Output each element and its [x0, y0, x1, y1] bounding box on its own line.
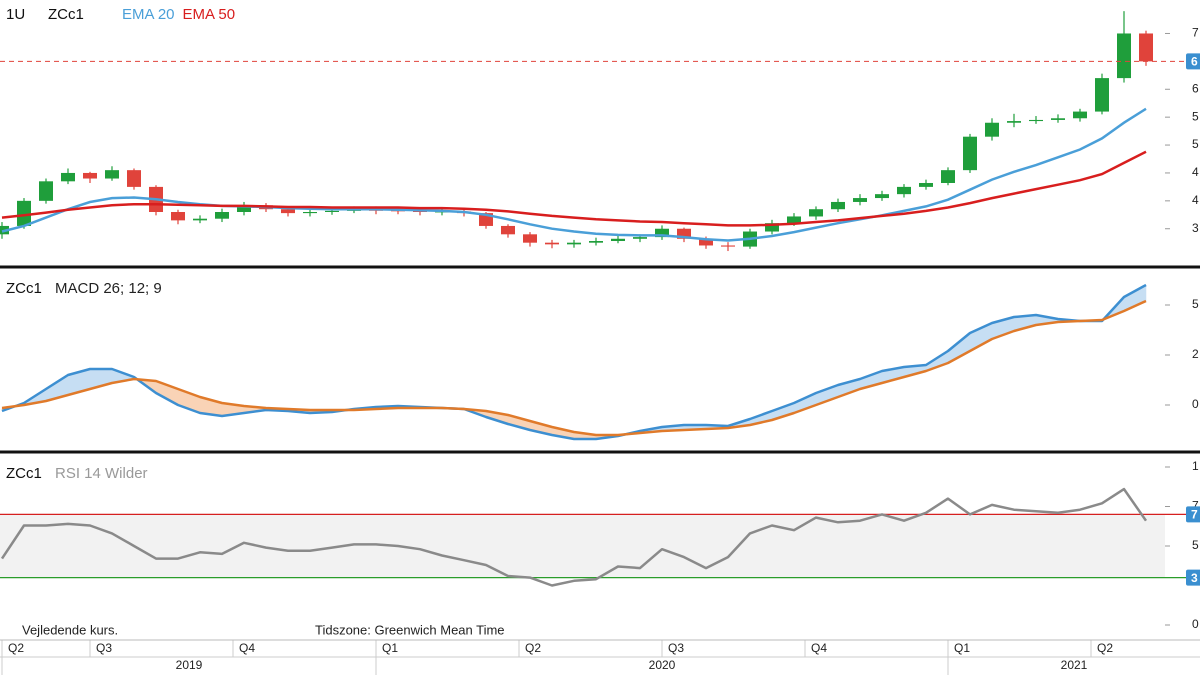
x-tick-label: Q2	[525, 641, 541, 655]
candle-body	[1051, 118, 1065, 120]
candle-body	[1117, 33, 1131, 79]
candle-body	[83, 172, 97, 179]
symbol-label: ZCc1	[48, 6, 84, 23]
year-label: 2020	[649, 658, 676, 672]
candle-body	[501, 225, 515, 235]
candle-body	[17, 200, 31, 226]
x-tick-label: Q4	[811, 641, 827, 655]
candle-body	[831, 201, 845, 210]
candle-body	[523, 234, 537, 243]
level-band	[0, 514, 1165, 578]
candle-body	[809, 209, 823, 217]
candle-body	[721, 245, 735, 247]
candle-body	[919, 182, 933, 187]
indicator-line	[1, 283, 1147, 441]
candle-body	[127, 170, 141, 187]
candle-body	[1029, 119, 1043, 122]
symbol-label: ZCc1	[6, 465, 42, 482]
year-label: 2021	[1061, 658, 1088, 672]
candle-body	[765, 223, 779, 232]
indicator-label: RSI 14 Wilder	[55, 465, 148, 482]
level-label: 7	[1191, 508, 1198, 522]
x-tick-label: Q3	[668, 641, 684, 655]
candle-body	[545, 242, 559, 245]
candle-body	[105, 170, 119, 179]
y-tick-label: 7	[1192, 26, 1199, 40]
x-tick-label: Q4	[239, 641, 255, 655]
ema-line	[1, 150, 1147, 227]
indicator-line	[0, 487, 1148, 587]
x-tick-label: Q3	[96, 641, 112, 655]
legend-entry: EMA 50	[183, 6, 236, 23]
y-tick-label: 2	[1192, 347, 1199, 361]
y-tick-label: 5	[1192, 297, 1199, 311]
y-tick-label: 5	[1192, 109, 1199, 123]
candle-body	[589, 241, 603, 243]
ema-line	[1, 107, 1147, 242]
y-tick-label: 4	[1192, 193, 1199, 207]
candle-body	[61, 172, 75, 182]
y-tick-label: 6	[1192, 81, 1199, 95]
candle-body	[281, 209, 295, 214]
candle-body	[237, 205, 251, 212]
last-price-box	[1186, 53, 1200, 70]
indicator-label: MACD 26; 12; 9	[55, 280, 162, 297]
candle-body	[1073, 111, 1087, 119]
y-tick-label: 3	[1192, 221, 1199, 235]
symbol-label: ZCc1	[6, 280, 42, 297]
candle-body	[325, 210, 339, 212]
candle-body	[633, 237, 647, 239]
indicator-line	[1, 299, 1147, 437]
y-tick-label: 0	[1192, 617, 1199, 631]
x-tick-label: Q2	[8, 641, 24, 655]
x-tick-label: Q1	[382, 641, 398, 655]
candle-body	[875, 194, 889, 199]
y-tick-label: 5	[1192, 538, 1199, 552]
y-tick-label: 5	[1192, 137, 1199, 151]
candle-body	[897, 186, 911, 195]
candle-body	[655, 228, 669, 238]
candle-body	[1139, 33, 1153, 62]
candle-body	[677, 228, 691, 239]
candle-body	[303, 212, 317, 214]
candle-body	[39, 181, 53, 201]
legend-entry: EMA 20	[122, 6, 175, 23]
last-price-label: 6	[1191, 55, 1198, 69]
x-tick-label: Q2	[1097, 641, 1113, 655]
candle-body	[853, 198, 867, 202]
timezone-note: Tidszone: Greenwich Mean Time	[315, 622, 505, 637]
y-tick-label: 7	[1192, 499, 1199, 513]
candle-body	[1007, 121, 1021, 123]
level-box	[1186, 569, 1200, 586]
candle-body	[567, 242, 581, 245]
candle-body	[1095, 78, 1109, 112]
candle-body	[941, 170, 955, 183]
candle-body	[985, 122, 999, 137]
candle-body	[787, 216, 801, 224]
candle-body	[193, 218, 207, 221]
footer-note: Vejledende kurs.	[22, 622, 118, 637]
x-tick-label: Q1	[954, 641, 970, 655]
candle-body	[171, 212, 185, 221]
interval-label: 1U	[6, 6, 25, 23]
candle-body	[215, 212, 229, 219]
level-label: 3	[1191, 571, 1198, 585]
level-box	[1186, 506, 1200, 523]
candle-body	[699, 238, 713, 246]
y-tick-label: 1	[1192, 459, 1199, 473]
y-tick-label: 4	[1192, 165, 1199, 179]
year-label: 2019	[176, 658, 203, 672]
candle-body	[963, 136, 977, 171]
candle-body	[611, 238, 625, 242]
y-tick-label: 0	[1192, 397, 1199, 411]
